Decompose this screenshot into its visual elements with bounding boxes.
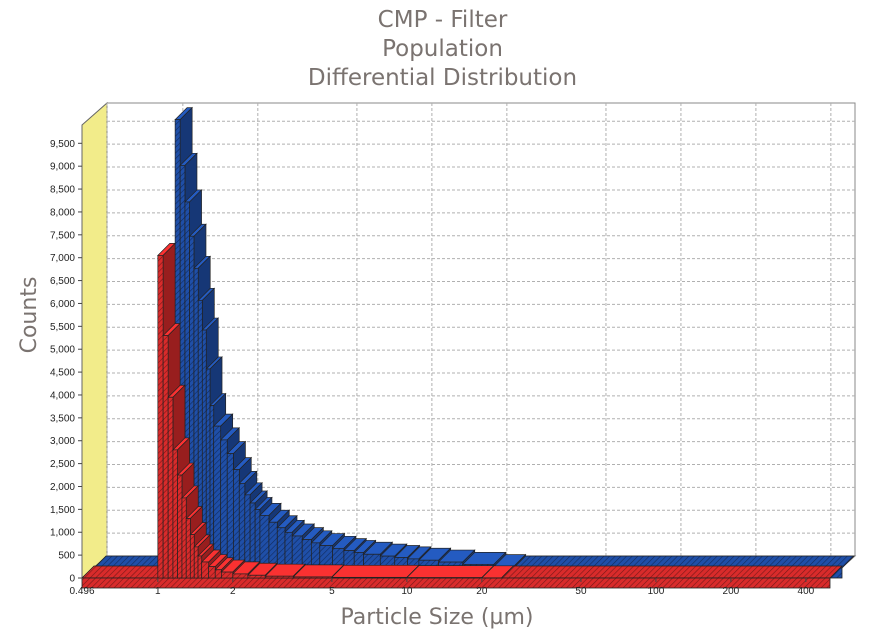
y-tick-label: 2,500 [50,459,75,470]
y-tick-label: 9,500 [50,139,75,150]
x-tick-label: 400 [798,586,815,597]
bar [291,535,303,569]
bar [172,449,178,579]
y-tick-label: 4,500 [50,368,75,379]
x-tick-label: 5 [329,586,335,597]
bar [162,335,169,579]
y-tick-label: 5,500 [50,322,75,333]
bar [167,396,174,579]
x-tick-label: 0.496 [69,586,94,597]
y-tick-label: 2,000 [50,482,75,493]
bar [221,571,234,579]
bar [331,576,408,579]
bar [292,576,333,579]
bar [185,518,191,579]
bar-series [81,106,855,589]
y-tick-label: 3,500 [50,413,75,424]
bar [264,575,294,579]
bar-top [331,564,420,578]
bar [233,469,240,569]
bar [254,509,261,569]
y-tick-label: 9,000 [50,162,75,173]
bar [213,425,222,569]
x-tick-label: 50 [575,586,587,597]
y-tick-label: 6,000 [50,299,75,310]
x-tick-label: 20 [476,586,488,597]
x-axis-label: Particle Size (µm) [340,605,533,630]
y-tick-label: 0 [69,574,75,585]
y-tick-label: 7,000 [50,253,75,264]
y-axis-label: Counts [17,277,42,354]
bar [177,474,183,579]
bar [301,539,312,569]
bar [189,534,195,579]
bar [226,453,234,569]
bar [208,566,216,579]
y-tick-label: 7,500 [50,230,75,241]
x-tick-label: 100 [648,586,665,597]
bar [209,405,215,569]
baseline-slab-front [81,577,831,589]
x-tick-label: 10 [401,586,413,597]
bar [181,497,187,579]
y-tick-label: 3,000 [50,436,75,447]
y-tick-label: 500 [58,551,75,562]
y-tick-label: 8,500 [50,185,75,196]
y-tick-label: 6,500 [50,276,75,287]
bar [247,574,266,579]
bar [197,555,203,579]
bar [238,482,246,569]
y-axis-ticks: 0 500 1,000 1,500 2,000 2,500 3,000 3,500 4,000 4… [50,139,82,585]
bar [193,546,199,579]
chart-subtitle: Population [382,36,503,62]
chart-title: CMP - Filter [377,7,508,33]
bar [310,542,321,569]
bar [284,531,293,569]
bar-top [406,565,495,578]
y-tick-label: 1,500 [50,505,75,516]
y-tick-label: 8,000 [50,207,75,218]
bar [214,569,222,579]
bar [276,527,286,569]
bar [249,502,256,569]
bar [259,515,270,569]
left-wall [81,101,108,580]
y-tick-label: 5,000 [50,345,75,356]
bar [244,494,251,569]
bar [268,521,278,569]
x-tick-label: 2 [230,586,236,597]
x-tick-label: 1 [155,586,161,597]
y-tick-label: 4,000 [50,390,75,401]
bar [232,573,249,579]
x-tick-label: 200 [723,586,740,597]
x-axis-ticks: 0.496 1 2 5 10 20 50 100 200 400 [69,578,815,597]
chart-subtitle-2: Differential Distribution [307,65,578,91]
y-tick-label: 1,000 [50,528,75,539]
bar [220,439,228,569]
bar [157,255,164,579]
bar [201,561,210,579]
